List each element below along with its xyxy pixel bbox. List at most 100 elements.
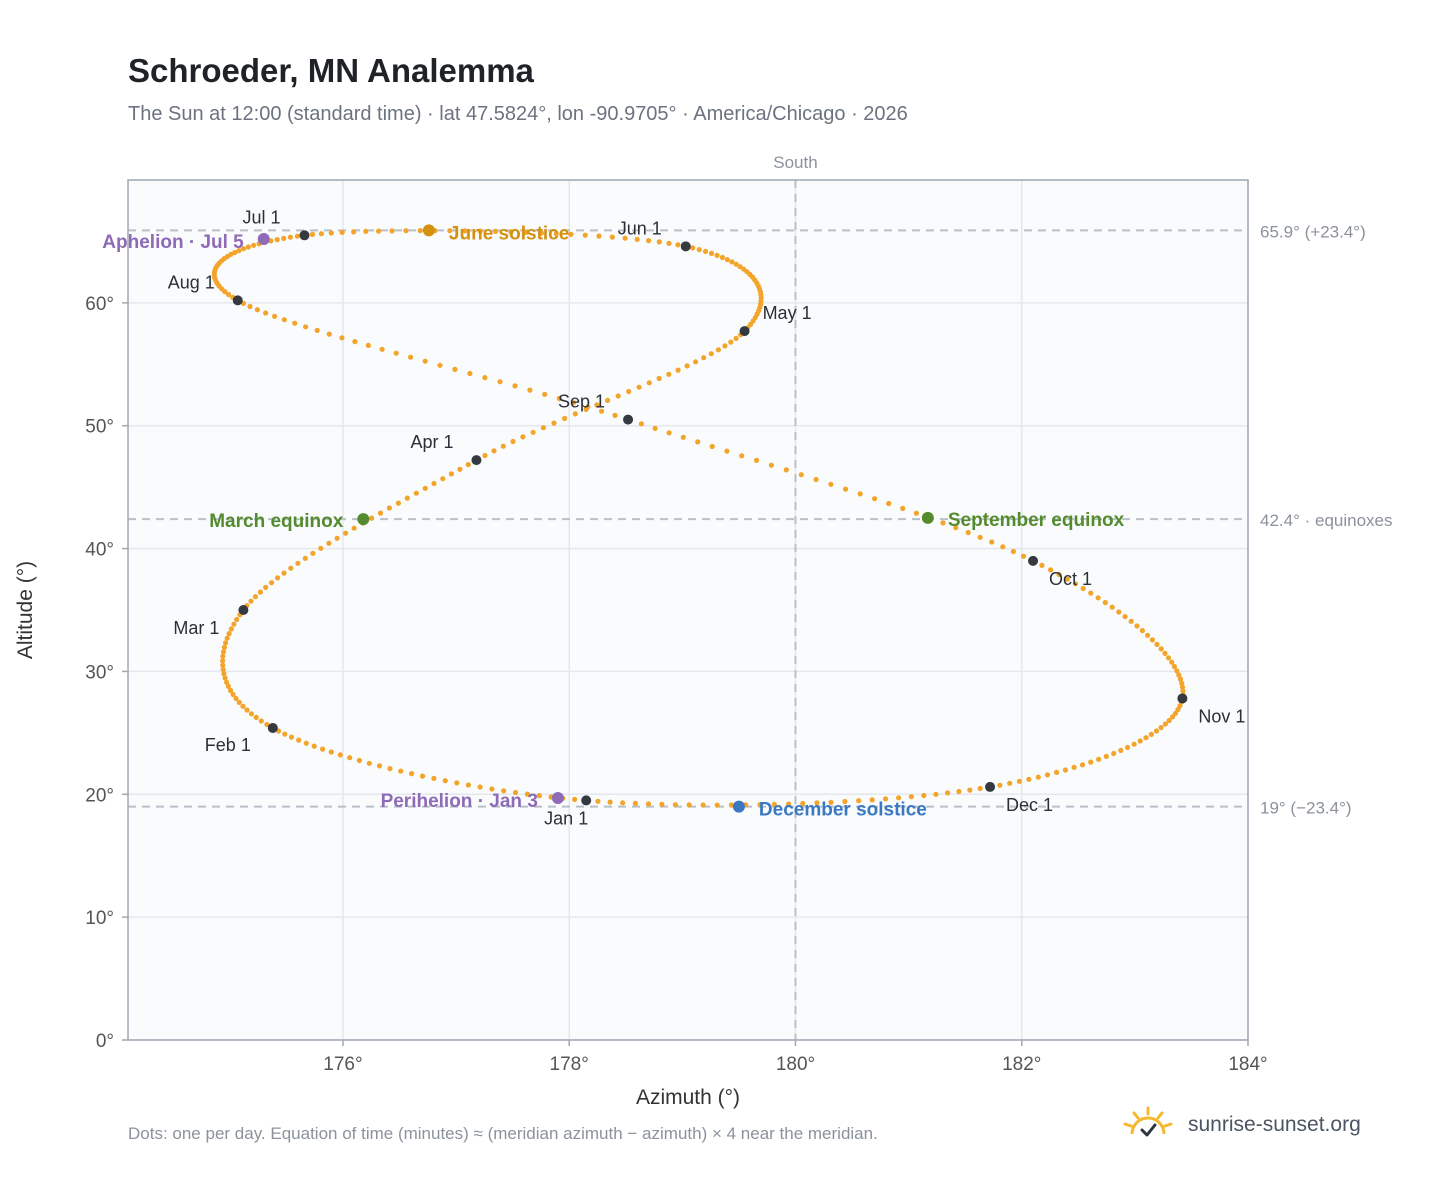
- x-tick-label: 176°: [323, 1054, 362, 1075]
- day-dot: [1007, 780, 1013, 786]
- month-marker-label: Aug 1: [168, 272, 215, 292]
- day-dot: [527, 387, 533, 393]
- day-dot: [328, 749, 334, 755]
- day-dot: [595, 798, 601, 804]
- day-dot: [236, 248, 242, 254]
- day-dot: [309, 231, 316, 237]
- day-dot: [448, 471, 454, 477]
- day-dot: [686, 802, 692, 808]
- day-dot: [883, 796, 889, 802]
- day-dot: [1035, 774, 1041, 780]
- day-dot: [656, 239, 662, 245]
- day-dot: [1088, 759, 1094, 765]
- day-dot: [465, 782, 471, 788]
- brand[interactable]: sunrise-sunset.org: [1120, 1104, 1361, 1145]
- event-label: June solstice: [449, 223, 569, 244]
- day-dot: [241, 246, 247, 252]
- day-dot: [714, 802, 720, 808]
- day-dot: [1149, 637, 1155, 643]
- day-dot: [447, 228, 453, 234]
- day-dot: [224, 679, 230, 685]
- day-dot: [223, 640, 229, 646]
- day-dot: [395, 500, 401, 506]
- day-dot: [264, 721, 270, 728]
- y-tick-label: 60°: [85, 294, 114, 315]
- day-dot: [465, 462, 471, 468]
- day-dot: [645, 801, 652, 807]
- day-dot: [768, 462, 775, 468]
- day-dot: [1103, 753, 1109, 760]
- y-tick-label: 20°: [85, 785, 114, 806]
- day-dot: [1044, 772, 1051, 778]
- day-dot: [719, 254, 726, 260]
- day-dot: [228, 687, 234, 694]
- day-dot: [351, 229, 357, 235]
- day-dot: [953, 525, 959, 531]
- day-dot: [656, 375, 662, 382]
- day-dot: [234, 616, 240, 623]
- day-dot: [709, 443, 715, 450]
- day-dot: [540, 425, 547, 431]
- day-dot: [288, 565, 294, 571]
- day-dot: [422, 485, 428, 491]
- day-dot: [696, 247, 702, 253]
- day-dot: [457, 466, 463, 472]
- day-dot: [572, 411, 578, 417]
- day-dot: [708, 250, 715, 256]
- day-dot: [420, 773, 426, 779]
- day-dot: [520, 434, 526, 440]
- day-dot: [652, 425, 658, 431]
- day-dot: [626, 388, 632, 395]
- day-dot: [244, 707, 250, 713]
- event-marker: [732, 800, 745, 813]
- brand-name[interactable]: sunrise-sunset.org: [1188, 1112, 1361, 1136]
- day-dot: [940, 520, 946, 526]
- event-label: December solstice: [759, 800, 927, 821]
- month-marker: [238, 605, 249, 615]
- event-marker: [422, 224, 435, 237]
- day-dot: [989, 539, 995, 545]
- day-dot: [482, 375, 488, 381]
- day-dot: [737, 264, 743, 270]
- sun-check-logo-icon: [1120, 1104, 1176, 1145]
- event-marker: [921, 511, 934, 524]
- x-axis-label: Azimuth (°): [636, 1086, 740, 1109]
- day-dot: [757, 802, 763, 808]
- day-dot: [886, 500, 892, 507]
- month-marker: [267, 722, 278, 733]
- month-marker: [471, 455, 482, 466]
- day-dot: [491, 448, 497, 454]
- day-dot: [724, 448, 730, 454]
- day-dot: [1171, 663, 1177, 670]
- day-dot: [536, 793, 542, 799]
- month-marker-label: Oct 1: [1049, 569, 1092, 589]
- day-dot: [413, 490, 419, 496]
- day-dot: [977, 534, 983, 540]
- month-marker-label: Dec 1: [1006, 795, 1053, 815]
- day-dot: [596, 233, 602, 239]
- day-dot: [351, 525, 357, 531]
- month-marker: [985, 781, 996, 792]
- day-dot: [493, 228, 499, 234]
- day-dot: [1148, 731, 1154, 738]
- day-dot: [431, 480, 437, 487]
- day-dot: [387, 766, 393, 772]
- day-dot: [700, 802, 706, 808]
- day-dot: [672, 802, 679, 808]
- day-dot: [965, 529, 971, 536]
- day-dot: [398, 768, 404, 774]
- day-dot: [252, 594, 258, 600]
- day-dot: [1096, 756, 1102, 762]
- day-dot: [1128, 618, 1134, 624]
- day-dot: [585, 404, 591, 410]
- day-dot: [1064, 576, 1070, 582]
- day-dot: [530, 429, 536, 435]
- day-dot: [326, 540, 332, 546]
- plot-frame: [127, 179, 1249, 1041]
- day-dot: [693, 359, 699, 365]
- x-tick-label: 184°: [1228, 1054, 1267, 1075]
- day-dot: [233, 695, 239, 702]
- day-dot: [258, 718, 264, 724]
- event-label: Perihelion · Jan 3: [381, 791, 538, 812]
- day-dot: [1056, 571, 1062, 578]
